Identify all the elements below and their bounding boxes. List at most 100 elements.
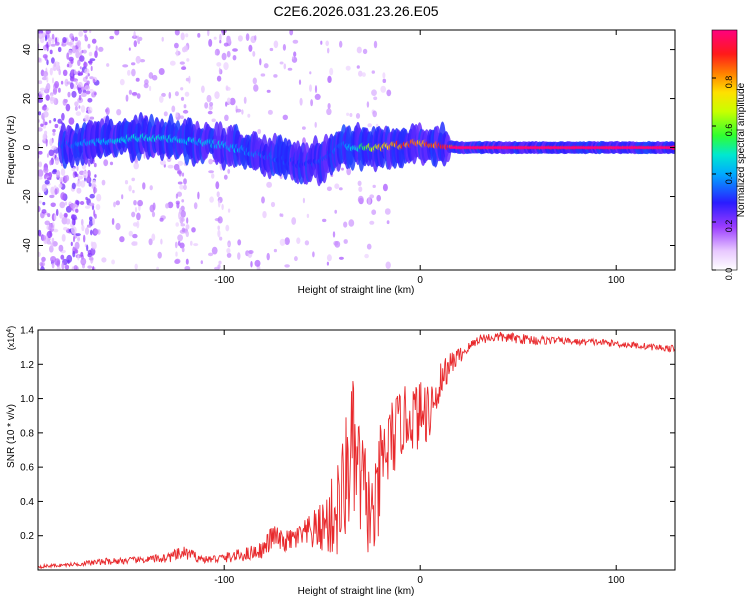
- snr-scale-close: ): [6, 326, 16, 329]
- speckle: [334, 209, 338, 214]
- speckle: [160, 238, 163, 245]
- speckle: [207, 110, 213, 115]
- speckle: [345, 65, 351, 71]
- speckle: [44, 180, 50, 185]
- speckle: [88, 257, 94, 261]
- speckle: [85, 75, 88, 80]
- speckle: [51, 33, 55, 40]
- speckle: [89, 116, 95, 120]
- speckle: [69, 33, 74, 39]
- speckle: [128, 89, 132, 95]
- speckle: [310, 99, 313, 107]
- speckle: [83, 30, 88, 34]
- speckle: [51, 145, 57, 150]
- speckle: [90, 65, 93, 72]
- speckle: [252, 77, 257, 85]
- speckle: [282, 114, 288, 121]
- speckle: [87, 60, 93, 64]
- speckle: [223, 174, 228, 180]
- speckle: [221, 203, 224, 211]
- speckle: [71, 167, 76, 172]
- speckle: [343, 221, 348, 228]
- speckle: [273, 74, 278, 78]
- speckle: [131, 68, 136, 77]
- speckle: [254, 259, 261, 267]
- speckle: [116, 109, 122, 116]
- speckle: [41, 209, 47, 214]
- speckle: [243, 96, 247, 104]
- speckle: [226, 97, 231, 104]
- speckle: [254, 35, 257, 41]
- speckle: [62, 69, 68, 77]
- speckle: [167, 164, 174, 169]
- speckle: [334, 240, 341, 248]
- speckle: [46, 153, 49, 158]
- speckle: [47, 40, 52, 45]
- speckle: [356, 65, 360, 69]
- speckle: [46, 41, 49, 49]
- speckle: [119, 236, 125, 243]
- speckle: [171, 105, 176, 113]
- speckle: [61, 262, 65, 270]
- colorbar-tick-label: 0.0: [724, 268, 734, 281]
- speckle: [366, 243, 372, 250]
- y-tick-label: 40: [22, 44, 33, 56]
- speckle: [180, 205, 185, 212]
- speckle: [87, 265, 93, 269]
- speckle: [60, 254, 65, 260]
- speckle: [262, 211, 267, 219]
- speckle: [45, 138, 48, 147]
- speckle: [382, 183, 388, 192]
- speckle: [356, 46, 362, 54]
- speckle: [259, 58, 262, 66]
- speckle: [83, 234, 86, 243]
- speckle: [134, 241, 138, 246]
- speckle: [71, 90, 77, 98]
- speckle: [57, 46, 62, 53]
- speckle: [211, 118, 216, 123]
- speckle: [219, 33, 222, 42]
- speckle: [77, 175, 84, 180]
- speckle: [174, 259, 180, 265]
- speckle: [314, 93, 321, 100]
- speckle: [93, 186, 96, 195]
- speckle: [327, 103, 331, 109]
- speckle: [257, 128, 262, 135]
- speckle: [113, 201, 116, 208]
- speckle: [84, 114, 90, 122]
- speckle: [124, 180, 129, 185]
- speckle: [366, 101, 370, 108]
- speckle: [183, 184, 187, 190]
- speckle: [142, 182, 146, 190]
- snr-frame: [37, 329, 676, 571]
- spectrogram-panel: -100 0 100 -40 -20 0 20 40 Height of straight …: [6, 29, 676, 296]
- speckle: [54, 81, 60, 89]
- speckle: [143, 152, 146, 159]
- speckle: [67, 49, 73, 55]
- speckle: [93, 228, 99, 235]
- speckle: [208, 105, 213, 111]
- speckle: [283, 63, 287, 70]
- speckle: [66, 63, 70, 68]
- speckle: [148, 238, 153, 246]
- speckle: [322, 218, 327, 223]
- speckle: [87, 98, 93, 103]
- speckle: [339, 40, 343, 48]
- speckle: [312, 251, 315, 258]
- speckle: [184, 91, 190, 97]
- speckle: [266, 181, 272, 188]
- speckle: [163, 111, 168, 117]
- speckle: [159, 159, 166, 166]
- speckle: [70, 226, 77, 235]
- speckle: [213, 36, 217, 40]
- speckle: [159, 217, 164, 222]
- speckle: [131, 62, 136, 66]
- speckle: [87, 253, 93, 258]
- speckle: [219, 236, 223, 241]
- speckle: [157, 251, 162, 259]
- y-tick-label: 0: [22, 144, 33, 150]
- speckle: [179, 184, 184, 190]
- speckle: [50, 202, 56, 208]
- speckle: [180, 87, 184, 91]
- speckle: [179, 216, 184, 224]
